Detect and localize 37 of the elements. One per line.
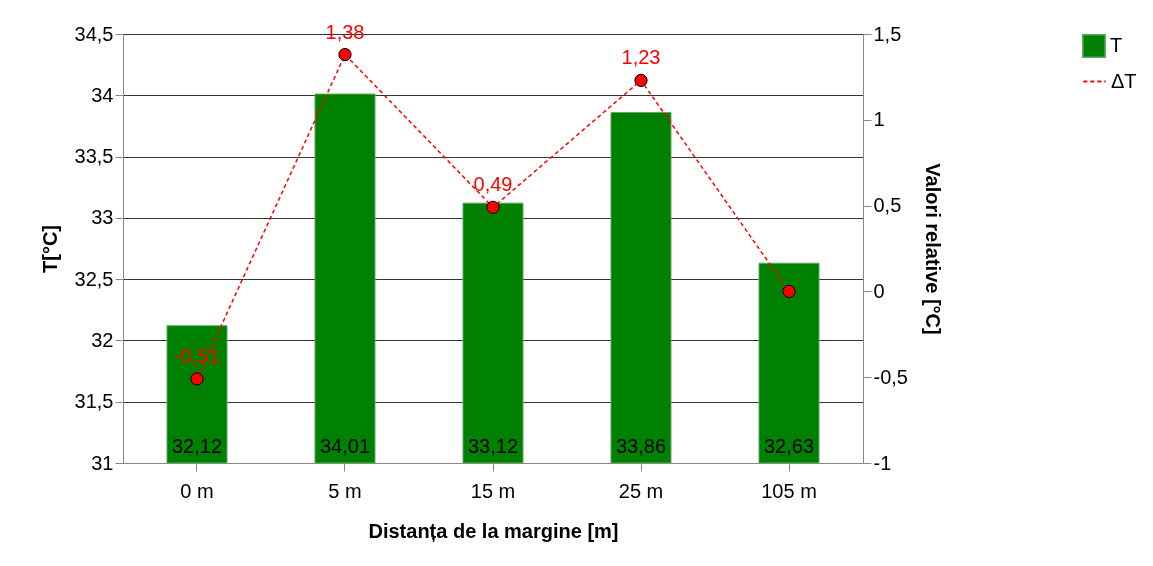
y-tick-label: 31,5 [74, 390, 114, 413]
data-label: 34,01 [319, 435, 371, 457]
data-label: 0,49 [473, 173, 513, 196]
x-axis-title: Distanța de la margine [m] [368, 519, 619, 542]
y-tick-label: 32,5 [74, 267, 114, 290]
point [782, 284, 796, 299]
y-tick-label: 34,5 [74, 22, 114, 45]
y2-tick-label: 0,5 [873, 194, 902, 217]
y-axis-title: T[°C] [38, 225, 61, 273]
x-tick-label: 15 m [470, 479, 516, 502]
x-tick-label: 105 m [761, 479, 817, 502]
legend-label: ΔT [1111, 69, 1137, 92]
legend-label: T [1110, 34, 1123, 56]
y2-tick-label: -1 [873, 451, 892, 474]
y2-axis-title: Valori relative [°C] [921, 163, 944, 335]
point [338, 47, 352, 62]
data-label: 32,12 [171, 435, 223, 457]
y2-tick-label: 0 [873, 279, 885, 302]
x-tick-label: 0 m [180, 479, 214, 502]
data-label: 32,63 [763, 435, 815, 457]
y-tick-label: 34 [91, 83, 114, 106]
y2-tick-label: -0,5 [873, 365, 908, 388]
x-tick-label: 5 m [328, 479, 362, 502]
y2-tick-label: 1 [873, 108, 885, 131]
data-label: 33,86 [615, 435, 667, 457]
y2-tick-label: 1,5 [873, 22, 902, 45]
data-label: -0,51 [174, 344, 220, 367]
y-tick-label: 33 [91, 206, 114, 229]
point [190, 372, 204, 386]
data-label: 1,23 [621, 46, 661, 69]
x-tick-label: 25 m [618, 479, 664, 502]
point [634, 73, 648, 87]
y-tick-label: 31 [91, 451, 114, 474]
y-tick-label: 33,5 [74, 145, 114, 168]
point [486, 200, 500, 214]
data-label: 33,12 [467, 435, 519, 457]
y-tick-label: 32 [91, 328, 114, 351]
